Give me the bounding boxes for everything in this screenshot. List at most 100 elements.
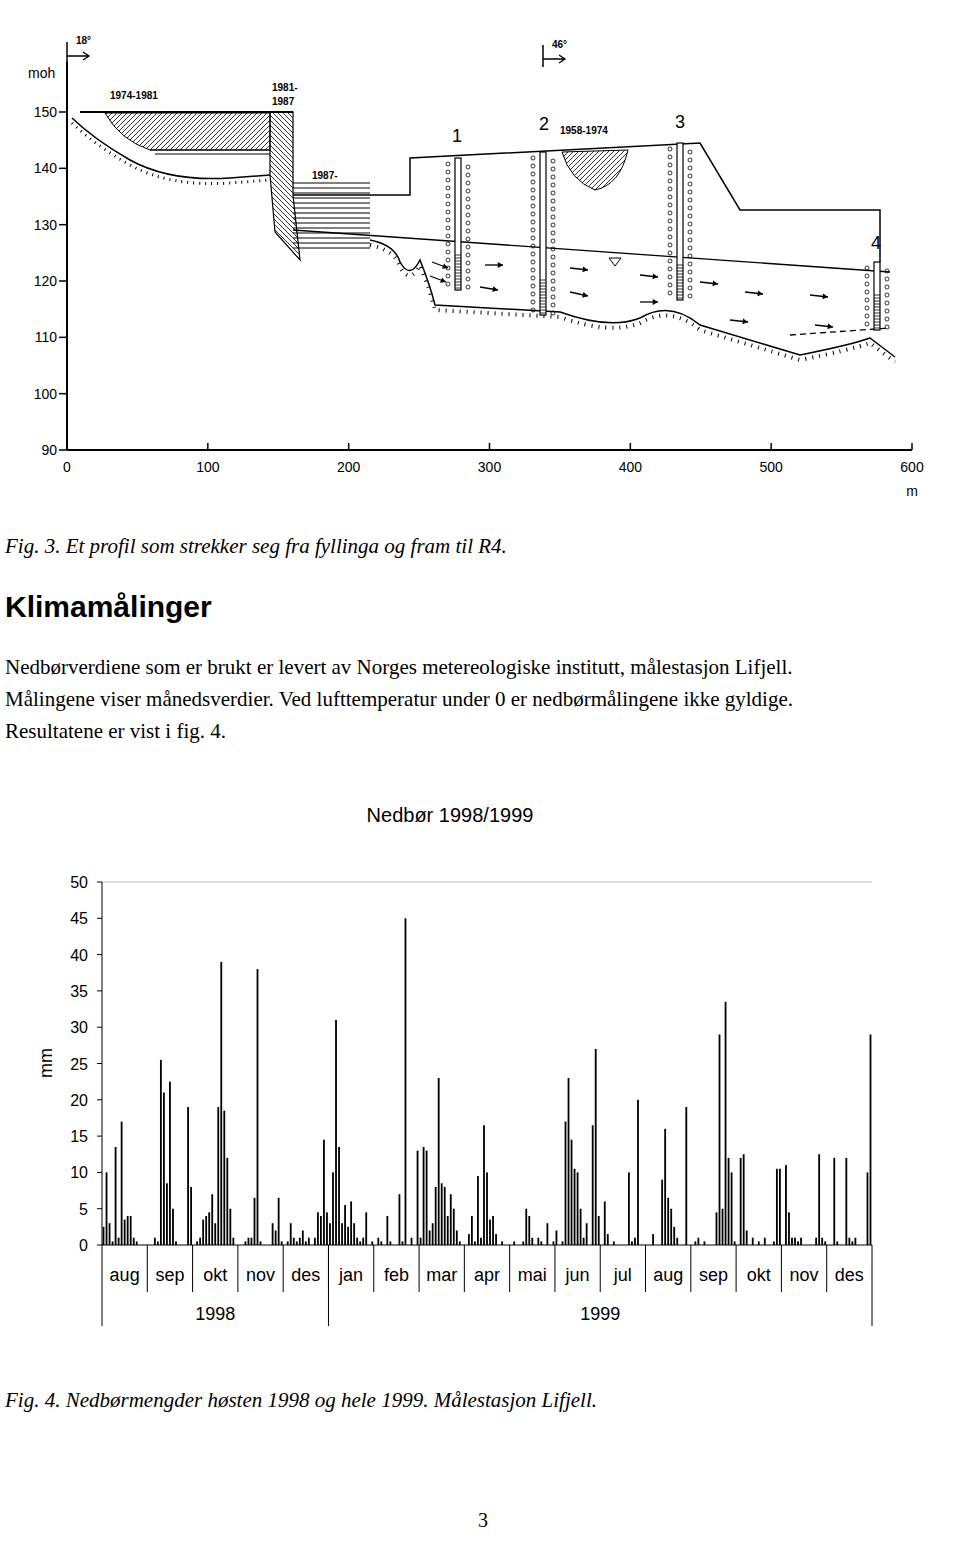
gravel [551,247,555,251]
bar [202,1220,204,1245]
bar [752,1238,754,1245]
bar [426,1151,428,1245]
category-separator [102,1245,103,1326]
gravel [551,255,555,259]
bar [604,1201,606,1245]
well-screen [455,267,461,268]
well-screen [874,310,880,311]
gravel [551,207,555,211]
bar [296,1241,298,1245]
category-separator [645,1245,646,1292]
gravel [446,250,450,254]
bar [486,1172,488,1245]
gravel [688,294,692,298]
well-screen [874,301,880,302]
bar [815,1238,817,1245]
y-tick [59,224,67,226]
gravel [466,165,470,169]
bar [278,1198,280,1245]
y-tick [59,449,67,451]
gravel [551,263,555,267]
gravel [885,301,889,305]
bar [779,1169,781,1245]
category-separator [826,1245,827,1292]
bar [800,1238,802,1245]
bar [704,1241,706,1245]
y-tick [97,1136,102,1137]
bar [432,1223,434,1245]
category-separator [600,1245,601,1292]
gravel [688,278,692,282]
gravel [551,159,555,163]
bar [399,1194,401,1245]
groundwater-table [293,230,890,272]
gravel [466,229,470,233]
x-tick [348,443,350,450]
category-separator [419,1245,420,1292]
well-screen [540,280,546,281]
bar [254,1198,256,1245]
gravel [688,190,692,194]
bar [743,1154,745,1245]
bar [121,1122,123,1245]
x-axis [102,1245,872,1246]
bar [350,1201,352,1245]
bar [275,1230,277,1245]
bar [540,1241,542,1245]
bar [154,1238,156,1245]
well-screen [874,304,880,305]
gravel [466,269,470,273]
gravel [865,282,869,286]
bar [133,1238,135,1245]
x-tick-label: jul [613,1265,632,1285]
bar [867,1172,869,1245]
bar [676,1238,678,1245]
bar [556,1230,558,1245]
gravel [531,244,535,248]
x-tick-label: feb [384,1265,409,1285]
bar [169,1082,171,1245]
y-tick [97,918,102,919]
bar [546,1223,548,1245]
profile-diagram: 150140130120110100900100200300400500600m… [28,35,924,499]
bar [118,1238,120,1245]
x-tick [207,443,209,450]
bar [411,1238,413,1245]
y-tick [59,337,67,339]
well-screen [677,280,683,281]
gravel [668,203,672,207]
gravel [446,170,450,174]
well-screen [455,273,461,274]
x-tick-label: mar [426,1265,457,1285]
deposit-1958-1974 [562,150,628,190]
x-tick-label: 400 [619,459,643,475]
bar [592,1125,594,1245]
bar [577,1172,579,1245]
page: 150140130120110100900100200300400500600m… [0,0,960,1558]
gravel [531,212,535,216]
y-tick-label: 0 [79,1237,88,1254]
bar [631,1241,633,1245]
well-screen [874,316,880,317]
bar [562,1241,564,1245]
fill-1987 [293,238,370,239]
bar [845,1158,847,1245]
gravel [531,268,535,272]
category-separator [192,1245,193,1292]
bar [157,1241,159,1245]
gravel [551,295,555,299]
category-separator [147,1245,148,1292]
bar [870,1034,872,1245]
gravel [885,285,889,289]
bar [725,1002,727,1245]
bar [302,1230,304,1245]
bar [854,1238,856,1245]
bar [323,1140,325,1245]
well-screen [540,292,546,293]
gravel [688,222,692,226]
x-tick-label: okt [747,1265,771,1285]
gravel [668,187,672,191]
bar [848,1238,850,1245]
bar [492,1216,494,1245]
bar [208,1212,210,1245]
